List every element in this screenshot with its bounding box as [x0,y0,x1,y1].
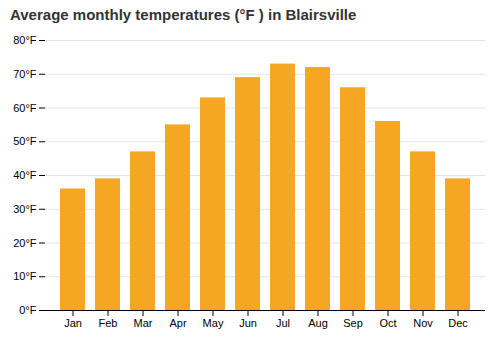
svg-text:80°F: 80°F [13,34,37,46]
svg-text:Feb: Feb [99,317,118,329]
svg-text:Mar: Mar [134,317,153,329]
svg-text:Nov: Nov [413,317,433,329]
svg-text:Apr: Apr [169,317,186,329]
svg-text:Oct: Oct [379,317,396,329]
svg-text:Jan: Jan [64,317,82,329]
svg-text:Jul: Jul [276,317,290,329]
svg-text:May: May [203,317,224,329]
svg-text:Dec: Dec [448,317,468,329]
html-text:Average monthly temperatures (: Average monthly temperatures (°F ) in Bl… [10,6,357,23]
svg-text:50°F: 50°F [13,135,37,147]
svg-text:60°F: 60°F [13,102,37,114]
svg-text:20°F: 20°F [13,237,37,249]
svg-text:0°F: 0°F [19,304,37,316]
svg-text:30°F: 30°F [13,203,37,215]
svg-text:Aug: Aug [308,317,328,329]
svg-text:Sep: Sep [343,317,363,329]
svg-text:70°F: 70°F [13,68,37,80]
svg-text:40°F: 40°F [13,169,37,181]
svg-text:10°F: 10°F [13,270,37,282]
svg-text:Jun: Jun [239,317,257,329]
